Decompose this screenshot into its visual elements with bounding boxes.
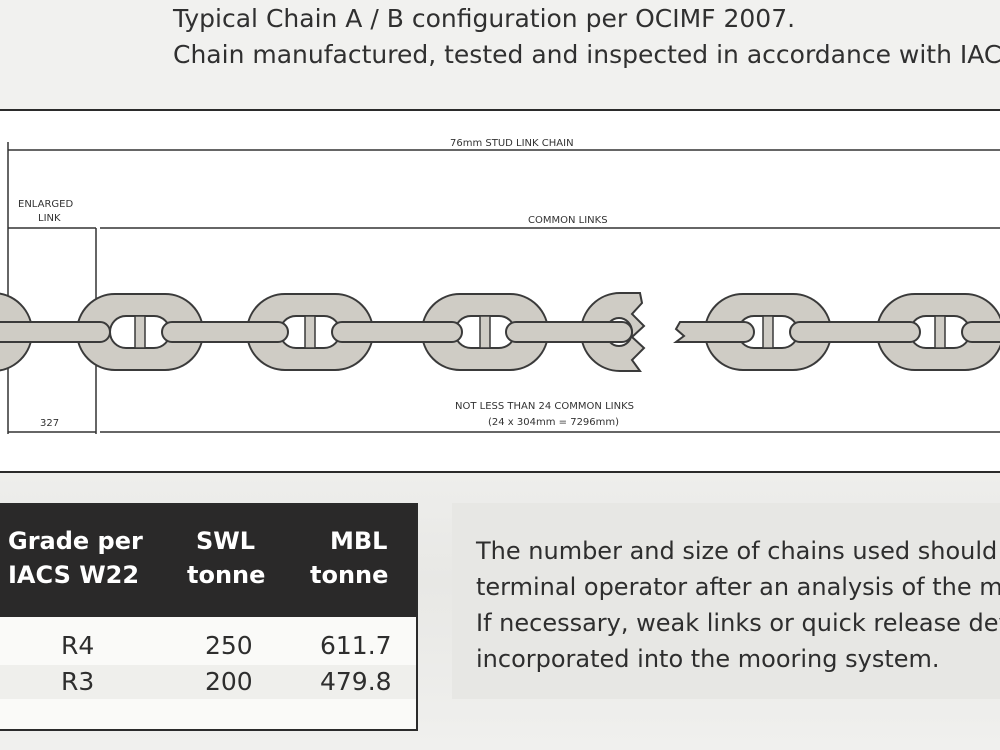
chain-links [0,292,1000,372]
chain-grade-table: Grade per IACS W22 SWL tonne MBL tonne R… [0,503,418,731]
row1-swl: 250 [205,631,253,660]
table-header: Grade per IACS W22 SWL tonne MBL tonne [0,505,416,617]
row1-grade: R4 [61,631,95,660]
row2-grade: R3 [61,667,95,696]
note-line-4: incorporated into the mooring system. [476,645,940,673]
header-swl-line-1: SWL [196,527,256,555]
row1-mbl: 611.7 [320,631,392,660]
common-links-length-label: (24 x 304mm = 7296mm) [488,417,620,428]
stud-link-chain-label: 76mm STUD LINK CHAIN [450,138,574,149]
row2-swl: 200 [205,667,253,696]
heading-line-1: Typical Chain A / B configuration per OC… [173,4,796,33]
mooring-note-box: The number and size of chains used shoul… [452,503,1000,699]
note-line-3: If necessary, weak links or quick releas… [476,609,1000,637]
enlarged-link-dimension: 327 [40,418,60,429]
common-links-label: COMMON LINKS [528,215,608,226]
enlarged-link-label-1: ENLARGED [18,199,74,210]
header-swl-line-2: tonne [187,561,266,589]
heading-line-2: Chain manufactured, tested and inspected… [173,40,1000,69]
table-row-shading [0,665,416,699]
dimension-lines [7,142,1000,434]
note-line-2: terminal operator after an analysis of t… [476,573,1000,601]
header-grade-line-1: Grade per [8,527,143,555]
header-grade-line-2: IACS W22 [8,561,140,589]
header-mbl-line-1: MBL [330,527,388,555]
common-links-count-label: NOT LESS THAN 24 COMMON LINKS [455,401,634,412]
header-mbl-line-2: tonne [310,561,389,589]
chain-diagram-panel: 76mm STUD LINK CHAIN ENLARGED LINK COMMO… [0,109,1000,473]
note-line-1: The number and size of chains used shoul… [476,537,998,565]
row2-mbl: 479.8 [320,667,392,696]
enlarged-link-label-2: LINK [38,213,61,224]
chain-diagram [0,142,1000,434]
